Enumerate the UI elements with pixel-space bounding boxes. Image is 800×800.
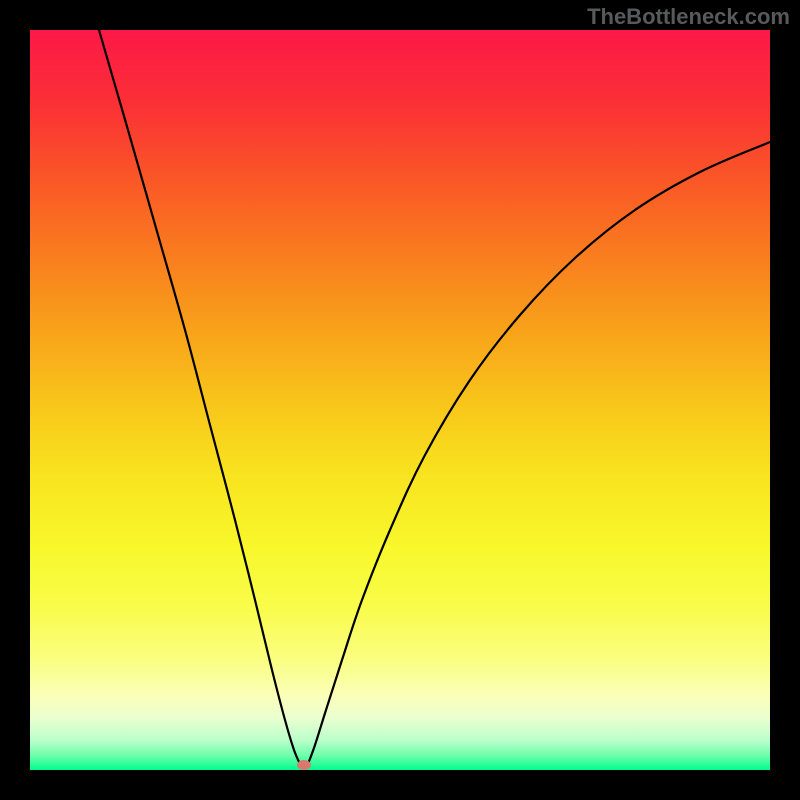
chart-container: TheBottleneck.com [0, 0, 800, 800]
plot-background [30, 30, 770, 770]
watermark-text: TheBottleneck.com [587, 4, 790, 30]
minimum-marker [297, 760, 311, 770]
